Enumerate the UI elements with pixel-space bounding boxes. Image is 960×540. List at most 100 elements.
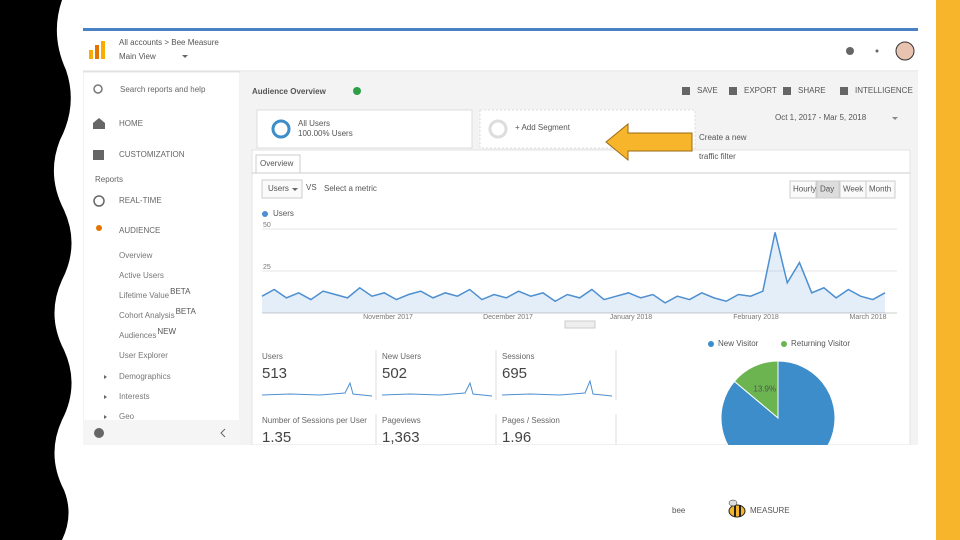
x-tick-label: February 2018 [733, 314, 779, 321]
metric-dividers [375, 350, 617, 445]
nav-subitem[interactable]: Active Users [119, 271, 164, 280]
search-box[interactable]: Search reports and help [120, 85, 206, 94]
avatar[interactable] [895, 41, 915, 61]
metric-dropdown-label[interactable]: Users [268, 184, 289, 193]
reports-heading: Reports [95, 175, 123, 184]
top-line [83, 28, 918, 31]
sparkline [261, 381, 373, 397]
metric-label: Number of Sessions per User [262, 416, 367, 425]
pie-legend-dot [708, 341, 714, 347]
action-button[interactable]: INTELLIGENCE [855, 86, 913, 95]
pie-label: 13.9% [753, 385, 776, 394]
nav-item[interactable]: HOME [119, 119, 143, 128]
granularity-button[interactable] [865, 180, 896, 199]
metric-label: Sessions [502, 352, 534, 361]
nav-badge: NEW [157, 327, 176, 336]
metric-value: 695 [502, 365, 527, 382]
gear-icon[interactable] [94, 428, 104, 438]
nav-item[interactable]: CUSTOMIZATION [119, 150, 185, 159]
granularity-button[interactable] [789, 180, 817, 199]
nav-section[interactable]: AUDIENCE [119, 226, 160, 235]
action-button[interactable]: SAVE [697, 86, 718, 95]
metric-value: 513 [262, 365, 287, 382]
save-icon [682, 87, 690, 95]
sparkline [381, 381, 493, 397]
bell-icon[interactable] [846, 47, 854, 55]
metric-label: New Users [382, 352, 421, 361]
granularity-label: Week [843, 185, 864, 194]
sparkline [501, 379, 613, 397]
segment-name: All Users [298, 119, 330, 128]
export-icon [729, 87, 737, 95]
nav-subitem[interactable]: Audiences [119, 331, 156, 340]
metric-value: 502 [382, 365, 407, 382]
screenshot: All accounts > Bee Measure Main View Searc… [83, 28, 918, 446]
logo-left: bee [672, 506, 686, 515]
metric-label: Pages / Session [502, 416, 560, 425]
metric-label: Users [262, 352, 283, 361]
granularity-label: Month [869, 185, 891, 194]
select-metric[interactable]: Select a metric [324, 184, 377, 193]
x-tick-label: March 2018 [850, 314, 887, 321]
add-segment-ring [488, 119, 508, 139]
menu-icon[interactable] [875, 49, 879, 53]
custom-icon [93, 150, 104, 160]
intelligence-icon [840, 87, 848, 95]
left-edge [0, 0, 72, 540]
person-icon [96, 225, 102, 231]
pie-slice [720, 360, 836, 445]
vs-label: VS [306, 183, 317, 192]
nav-group[interactable]: Geo [119, 412, 135, 421]
view-caret [182, 55, 188, 58]
x-tick-label: December 2017 [483, 314, 533, 321]
y-tick-label: 50 [263, 222, 271, 229]
nav-subitem[interactable]: Overview [119, 251, 153, 260]
search-icon [93, 84, 103, 94]
users-area [262, 232, 885, 313]
ga-logo [89, 41, 105, 59]
metric-dropdown[interactable] [261, 179, 303, 199]
granularity-button[interactable] [816, 180, 840, 199]
granularity-label: Day [820, 185, 834, 194]
pie-legend-dot [781, 341, 787, 347]
metric-value: 1.35 [262, 429, 291, 446]
verified-icon [353, 87, 361, 95]
right-bar [936, 0, 960, 540]
action-button[interactable]: EXPORT [744, 86, 777, 95]
sidebar-bg [83, 71, 241, 445]
nav-group[interactable]: Demographics [119, 372, 171, 381]
nav-subitem[interactable]: Cohort Analysis [119, 311, 175, 320]
tab-label[interactable]: Overview [260, 159, 294, 168]
legend-dot [262, 211, 268, 217]
bee-icon [728, 499, 746, 518]
breadcrumb[interactable]: All accounts > Bee Measure [119, 38, 219, 47]
expand-caret [104, 395, 107, 399]
x-tick-label: January 2018 [610, 314, 653, 321]
segment-ring [271, 119, 291, 139]
view-name[interactable]: Main View [119, 52, 156, 61]
home-icon [93, 118, 105, 129]
action-button[interactable]: SHARE [798, 86, 826, 95]
logo-right: MEASURE [750, 506, 790, 515]
report-title: Audience Overview [252, 87, 327, 96]
pie-legend-label: Returning Visitor [791, 339, 850, 348]
collapse-icon[interactable] [220, 428, 226, 438]
date-range[interactable]: Oct 1, 2017 - Mar 5, 2018 [775, 113, 867, 122]
nav-subitem[interactable]: Lifetime Value [119, 291, 170, 300]
add-segment[interactable]: + Add Segment [515, 123, 571, 132]
nav-subitem[interactable]: User Explorer [119, 351, 168, 360]
users-line [261, 232, 886, 304]
segment-share: 100.00% Users [298, 129, 353, 138]
granularity-label: Hourly [793, 185, 816, 194]
segment-card[interactable] [256, 109, 473, 149]
nav-section[interactable]: REAL-TIME [119, 196, 162, 205]
nav-group[interactable]: Interests [119, 392, 150, 401]
callout-text: Create a new [699, 133, 747, 142]
clock-icon [93, 195, 105, 207]
chart-toggle-handle[interactable] [564, 320, 596, 329]
expand-caret [104, 375, 107, 379]
pie-legend-label: New Visitor [718, 339, 759, 348]
gear-bar [83, 420, 240, 445]
date-caret [892, 117, 898, 120]
